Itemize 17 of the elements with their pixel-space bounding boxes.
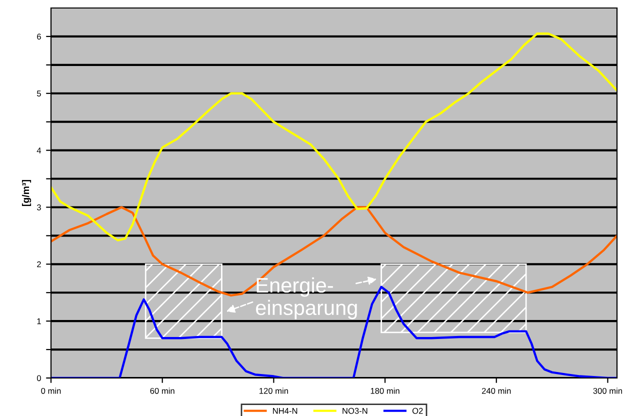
legend-label: NO3-N	[342, 408, 368, 414]
x-tick-label: 0 min	[41, 388, 61, 394]
legend-label: O2	[412, 408, 423, 414]
x-tick-label: 60 min	[150, 388, 174, 394]
legend-label: NH4-N	[273, 408, 298, 414]
x-tick-label: 300 min	[593, 388, 622, 394]
y-axis-title: [g/m³]	[22, 180, 32, 206]
y-tick-label: 5	[36, 90, 41, 96]
y-tick-label: 2	[37, 261, 41, 268]
y-tick-label: 1	[37, 318, 41, 324]
x-tick-label: 180 min	[370, 388, 400, 394]
y-tick-label: 6	[37, 34, 41, 40]
y-tick-label: 0	[36, 375, 41, 382]
x-tick-label: 240 min	[482, 388, 511, 394]
y-tick-label: 4	[36, 148, 42, 154]
y-tick-label: 3	[36, 204, 41, 210]
x-tick-label: 120 min	[260, 388, 288, 394]
